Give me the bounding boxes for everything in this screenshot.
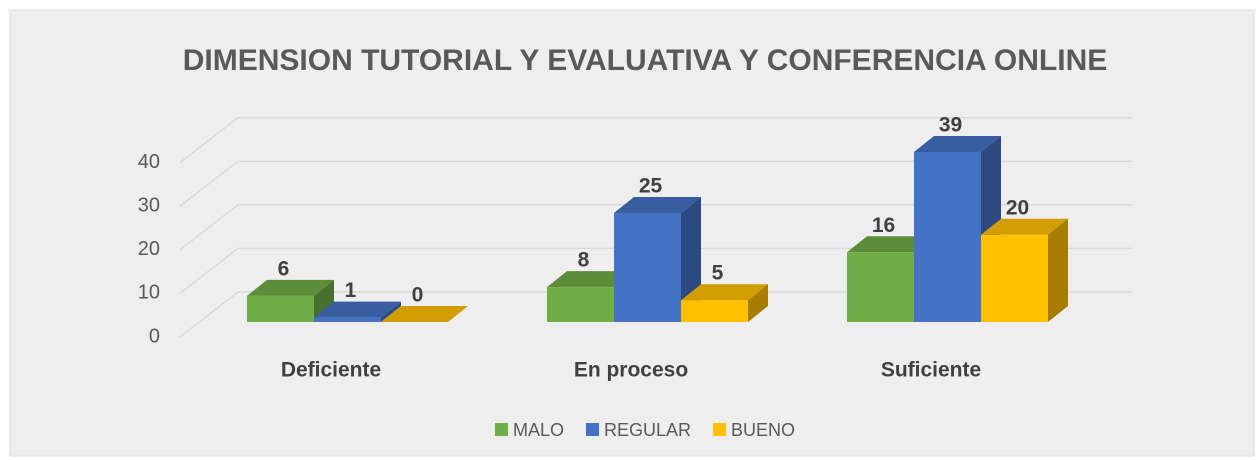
bar-front: [981, 234, 1048, 322]
bar-front: [681, 300, 748, 322]
bar-front: [314, 317, 381, 322]
bar-top: [314, 301, 401, 318]
bar: [247, 279, 334, 322]
legend: MALO REGULAR BUENO: [494, 420, 795, 440]
bar-top: [981, 218, 1068, 235]
data-label: 25: [639, 175, 663, 198]
grid-line: [179, 204, 1132, 251]
bar-front: [614, 213, 681, 322]
legend-swatch: [494, 423, 508, 436]
bar-side: [314, 279, 334, 322]
legend-label: MALO: [513, 420, 564, 440]
bar: [381, 306, 468, 322]
bar-top: [381, 306, 468, 322]
bar-top: [614, 197, 701, 213]
grid-line: [179, 291, 1132, 338]
data-label: 8: [578, 249, 590, 272]
chart-title: DIMENSION TUTORIAL Y EVALUATIVA Y CONFER…: [183, 44, 1108, 77]
grid-line: [179, 247, 1132, 294]
bar-top: [681, 284, 768, 301]
y-tick-label: 20: [138, 238, 160, 260]
bar-top: [914, 135, 1001, 152]
legend-swatch: [713, 423, 727, 436]
bar: [981, 218, 1068, 322]
data-label: 39: [939, 114, 962, 137]
data-label: 1: [345, 279, 357, 302]
x-tick-label: Deficiente: [281, 359, 381, 382]
bar-top: [847, 236, 934, 253]
grid-line: [179, 160, 1132, 207]
bar: [614, 197, 701, 322]
x-tick-label: En proceso: [574, 359, 688, 382]
bar: [314, 301, 401, 322]
y-tick-label: 40: [138, 151, 160, 173]
data-label: 16: [872, 214, 895, 237]
legend-label: BUENO: [731, 420, 795, 440]
bar-front: [914, 151, 981, 322]
bar-top: [547, 271, 634, 288]
legend-swatch: [585, 423, 599, 436]
bar-side: [748, 284, 768, 322]
bar-front: [847, 252, 914, 322]
data-label: 0: [412, 284, 424, 307]
grid-line: [179, 116, 1132, 164]
data-label: 20: [1006, 196, 1029, 219]
bar-front: [547, 287, 614, 322]
legend-label: REGULAR: [604, 420, 691, 440]
bar-side: [1048, 218, 1068, 322]
bar: [681, 284, 768, 322]
x-tick-label: Suficiente: [881, 359, 981, 382]
bar-top: [247, 279, 334, 296]
y-tick-label: 10: [138, 282, 160, 304]
bar-side: [381, 301, 401, 322]
y-tick-label: 0: [149, 325, 160, 347]
data-label: 5: [712, 262, 724, 285]
bar-front: [247, 295, 314, 322]
y-tick-label: 30: [138, 194, 160, 216]
data-label: 6: [278, 257, 290, 280]
